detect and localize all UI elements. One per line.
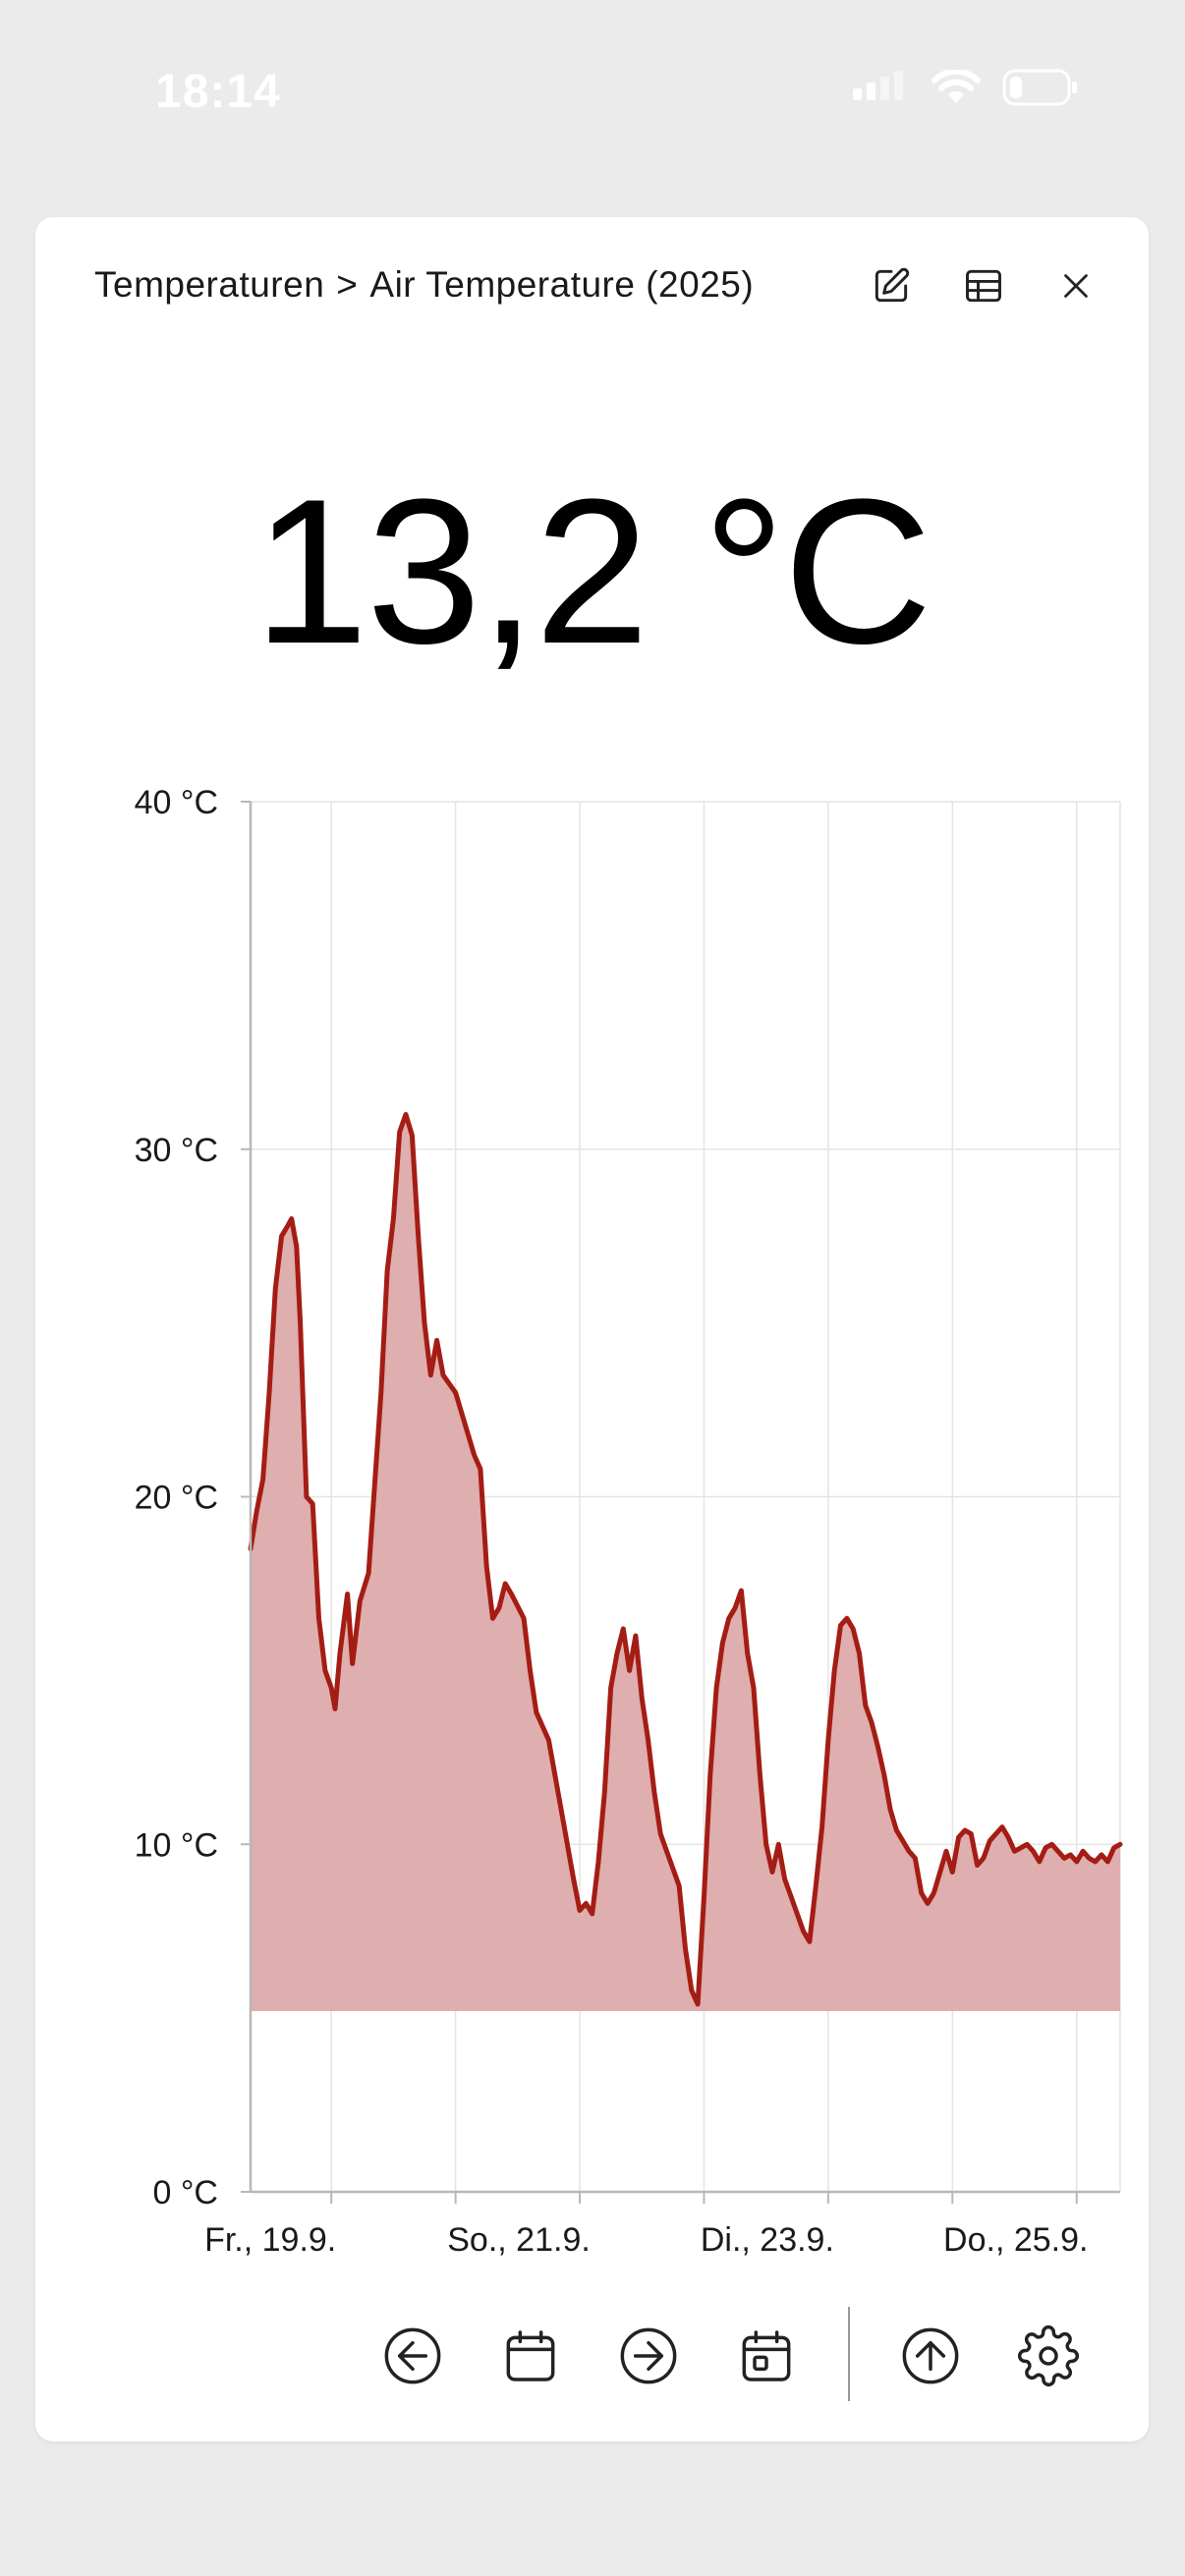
current-value: 13,2 °C [254, 456, 932, 687]
arrow-right-circle-icon [620, 2327, 677, 2384]
previous-period-button[interactable] [373, 2317, 452, 2395]
today-button[interactable] [727, 2317, 806, 2395]
calendar-icon [506, 2330, 555, 2381]
breadcrumb-parent[interactable]: Temperaturen [94, 264, 325, 305]
status-icons [851, 69, 1079, 106]
battery-icon [1002, 69, 1077, 106]
y-tick-label: 0 °C [152, 2174, 218, 2212]
detail-card: Temperaturen > Air Temperature (2025) 13,2… [35, 217, 1149, 2441]
chart-toolbar [0, 2297, 1185, 2415]
breadcrumb-current: Air Temperature (2025) [369, 264, 755, 305]
temperature-chart: 0 °C 10 °C 20 °C 30 °C 40 °C Fr., 19.9. So., 2… [135, 784, 1123, 2259]
y-tick-label: 20 °C [135, 1480, 218, 1517]
x-tick-label: So., 21.9. [447, 2221, 591, 2259]
status-bar: 18:14 [0, 0, 1185, 196]
x-tick-label: Di., 23.9. [701, 2221, 834, 2259]
status-time: 18:14 [155, 66, 281, 118]
wifi-icon [931, 70, 981, 103]
close-button[interactable] [1044, 254, 1107, 317]
close-icon [1064, 274, 1088, 298]
y-tick-label: 30 °C [135, 1132, 218, 1169]
breadcrumb: Temperaturen > Air Temperature (2025) [94, 264, 754, 306]
toolbar-divider [848, 2307, 850, 2401]
edit-button[interactable] [860, 254, 923, 317]
y-tick-label: 40 °C [135, 784, 218, 821]
calendar-day-icon [742, 2330, 791, 2381]
table-icon [966, 269, 1001, 303]
x-tick-label: Do., 25.9. [943, 2221, 1088, 2259]
export-button[interactable] [891, 2317, 970, 2395]
edit-icon [875, 267, 910, 303]
series-area [251, 1114, 1120, 2012]
calendar-button[interactable] [491, 2317, 570, 2395]
gear-icon [1018, 2325, 1079, 2386]
signal-icon [853, 71, 903, 100]
arrow-up-circle-icon [902, 2327, 959, 2384]
breadcrumb-separator: > [336, 264, 359, 305]
next-period-button[interactable] [609, 2317, 688, 2395]
card-header: Temperaturen > Air Temperature (2025) [35, 217, 1149, 355]
arrow-left-circle-icon [384, 2327, 441, 2384]
x-tick-label: Fr., 19.9. [204, 2221, 336, 2259]
settings-button[interactable] [1009, 2317, 1088, 2395]
series-line [248, 1111, 1123, 2007]
table-view-button[interactable] [952, 254, 1015, 317]
y-tick-label: 10 °C [135, 1826, 218, 1864]
